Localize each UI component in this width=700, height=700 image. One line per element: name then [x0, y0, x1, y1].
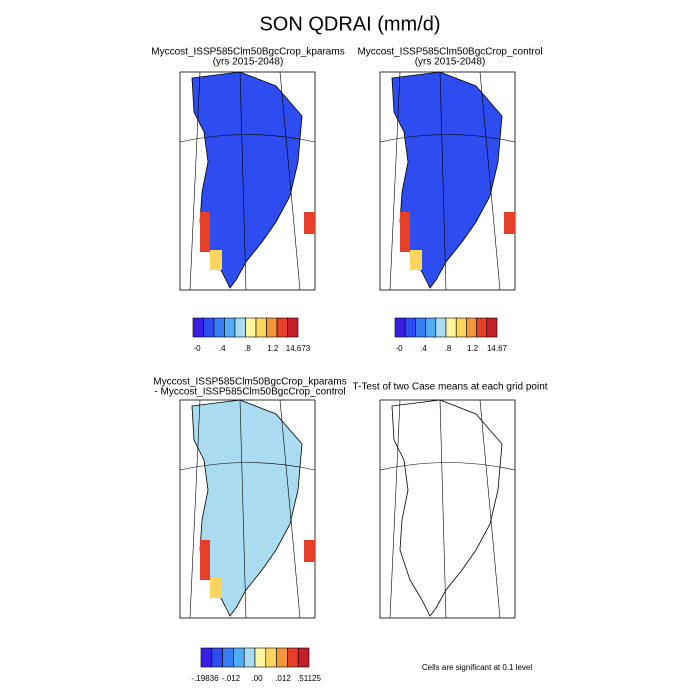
map	[179, 71, 316, 291]
colorbar-box	[287, 647, 299, 668]
coast-cells	[410, 250, 422, 270]
figure-title: SON QDRAI (mm/d)	[259, 13, 440, 35]
colorbar-box	[415, 317, 426, 338]
island-cells	[304, 540, 315, 562]
panel-title: Myccost_ISSP585Clm50BgcCrop_kparams	[153, 377, 346, 388]
colorbar-label: 1.2	[267, 344, 279, 353]
colorbar-box	[435, 317, 447, 338]
colorbar-label: -.19836	[191, 674, 219, 683]
colorbar-label: .8	[244, 344, 251, 353]
coast-cells	[400, 212, 410, 252]
colorbar-box	[200, 647, 213, 668]
meridian	[179, 71, 316, 291]
colorbar-box	[466, 317, 477, 338]
colorbar-box	[455, 317, 467, 338]
panel-title: - Myccost_ISSP585Clm50BgcCrop_control	[154, 387, 345, 398]
colorbar-box	[425, 317, 437, 338]
panel-title: Myccost_ISSP585Clm50BgcCrop_control	[357, 47, 542, 58]
colorbar-box	[224, 317, 236, 338]
coast-cells	[200, 540, 210, 580]
map	[179, 399, 316, 619]
colorbar-box	[476, 317, 488, 338]
colorbar-box	[445, 317, 457, 338]
colorbar-box	[255, 317, 267, 338]
colorbar-label: -0	[193, 344, 201, 353]
colorbar-label: 14.673	[286, 344, 311, 353]
colorbar-box	[276, 647, 288, 668]
colorbar-box	[222, 647, 234, 668]
colorbar-box	[211, 647, 223, 668]
colorbar-box	[276, 317, 288, 338]
colorbar-box	[254, 647, 267, 668]
colorbar-box	[486, 317, 498, 338]
coast-cells	[200, 212, 210, 252]
meridian	[379, 399, 516, 619]
panel-title: T-Test of two Case means at each grid po…	[352, 382, 547, 393]
colorbar-label: 14.67	[487, 344, 508, 353]
colorbar-label: .4	[219, 344, 226, 353]
map	[379, 399, 516, 619]
colorbar-label: -.012	[222, 674, 241, 683]
colorbar-box	[243, 647, 256, 668]
panel-title: (yrs 2015-2048)	[213, 57, 284, 68]
note: Cells are significant at 0.1 level	[422, 663, 533, 672]
colorbar-label: .8	[445, 344, 452, 353]
colorbar-box	[266, 317, 278, 338]
island-cells	[504, 212, 515, 234]
panel-title: (yrs 2015-2048)	[415, 57, 486, 68]
colorbar-box	[213, 317, 225, 338]
colorbar-label: -0	[395, 344, 403, 353]
colorbar-label: .012	[275, 674, 291, 683]
coast-cells	[210, 578, 222, 598]
colorbar-box	[245, 317, 257, 338]
colorbar-box	[265, 647, 277, 668]
colorbar-box	[203, 317, 215, 338]
coast-cells	[210, 250, 222, 270]
colorbar-label: .4	[420, 344, 427, 353]
colorbar-box	[192, 317, 204, 338]
map	[379, 71, 516, 291]
colorbar-box	[404, 317, 416, 338]
panel-title: Myccost_ISSP585Clm50BgcCrop_kparams	[151, 47, 344, 58]
colorbar-label: 1.2	[467, 344, 479, 353]
island-cells	[304, 212, 315, 234]
colorbar-box	[287, 317, 299, 338]
colorbar-box	[233, 647, 245, 668]
colorbar-box	[234, 317, 246, 338]
meridian	[179, 399, 316, 619]
colorbar-label: .51125	[297, 674, 321, 683]
meridian	[379, 71, 516, 291]
colorbar-box	[297, 647, 310, 668]
colorbar-box	[394, 317, 406, 338]
colorbar-label: .00	[251, 674, 263, 683]
